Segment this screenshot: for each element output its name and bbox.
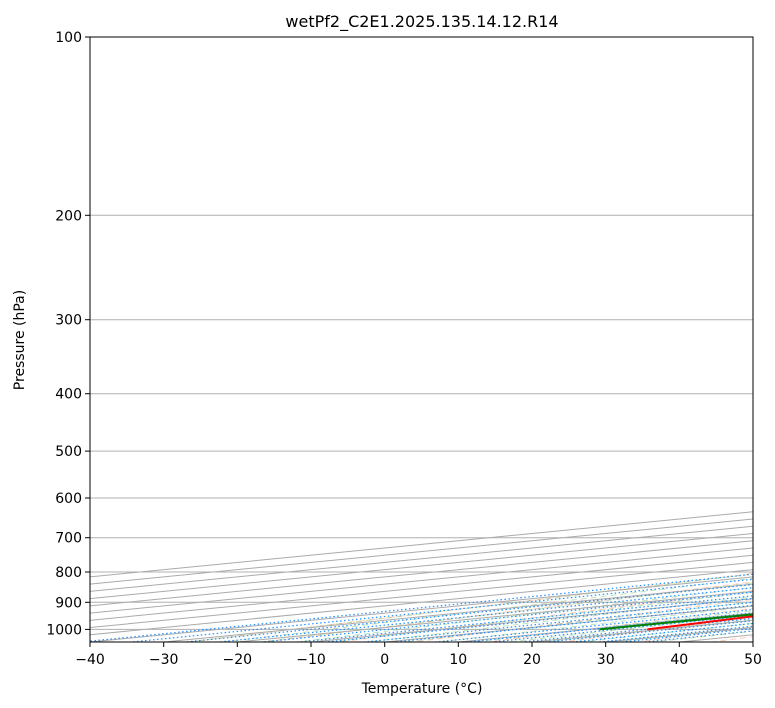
y-tick-label: 200 — [55, 208, 82, 224]
y-axis-ticks: 1000 900 800 700 600 500 400 300 200 100 — [46, 30, 90, 638]
y-tick-label: 1000 — [46, 622, 82, 638]
mixing-ratio-lines — [90, 573, 753, 642]
isotherm-line — [90, 511, 753, 578]
isotherm-line — [90, 540, 753, 607]
x-tick-label: −10 — [296, 652, 326, 668]
y-tick-label: 800 — [55, 565, 82, 581]
x-axis-label: Temperature (°C) — [361, 681, 483, 697]
y-tick-label: 500 — [55, 444, 82, 460]
moist-adiabat-line — [363, 596, 753, 642]
moist-adiabat-line — [219, 577, 753, 642]
mixing-ratio-line — [125, 578, 753, 642]
x-tick-label: 0 — [380, 652, 389, 668]
x-tick-label: 30 — [597, 652, 615, 668]
mixing-ratio-line — [90, 573, 753, 642]
x-tick-label: −30 — [149, 652, 179, 668]
isotherm-line — [90, 518, 753, 585]
y-tick-label: 700 — [55, 531, 82, 547]
isotherm-line — [90, 532, 753, 600]
mixing-ratio-line — [359, 601, 753, 642]
pressure-gridlines — [90, 37, 753, 630]
x-tick-label: 40 — [670, 652, 688, 668]
plot-area: 0.10.20.40.611.52346810131620253036 -100… — [90, 37, 753, 642]
x-axis-ticks: −40 −30 −20 −10 0 10 20 30 40 50 — [75, 642, 762, 668]
isotherm-line — [90, 525, 753, 592]
x-tick-label: −20 — [223, 652, 253, 668]
y-axis-label: Pressure (hPa) — [12, 290, 28, 390]
y-tick-label: 400 — [55, 387, 82, 403]
x-tick-label: 50 — [744, 652, 762, 668]
plot-frame — [89, 36, 754, 643]
isotherms — [90, 511, 753, 642]
chart-title: wetPf2_C2E1.2025.135.14.12.R14 — [285, 12, 558, 32]
moist-adiabat-line — [255, 582, 753, 642]
moist-adiabat-line — [291, 587, 753, 642]
x-tick-label: 20 — [523, 652, 541, 668]
mixing-ratio-line — [387, 604, 753, 642]
y-tick-label: 600 — [55, 491, 82, 507]
x-tick-label: 10 — [449, 652, 467, 668]
y-tick-label: 300 — [55, 313, 82, 329]
y-tick-label: 100 — [55, 30, 82, 46]
y-tick-label: 900 — [55, 595, 82, 611]
isotherm-line — [90, 547, 753, 614]
moist-adiabat-line — [433, 605, 753, 642]
x-tick-label: −40 — [75, 652, 105, 668]
